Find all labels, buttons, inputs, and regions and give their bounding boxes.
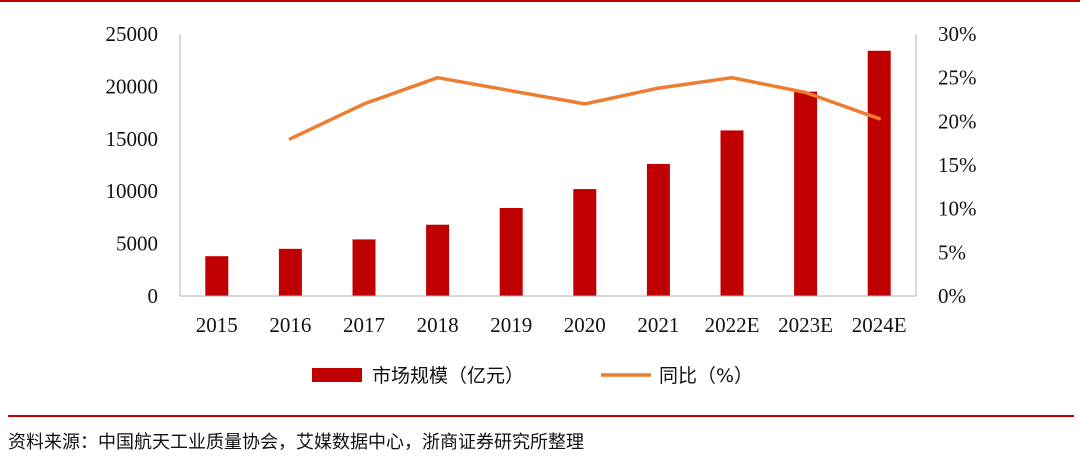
y-right-tick-label: 10% [938,197,977,221]
x-tick-label: 2018 [417,313,459,337]
x-tick-label: 2024E [852,313,907,337]
x-tick-label: 2019 [490,313,532,337]
legend-label-yoy: 同比（%） [659,365,753,387]
y-left-tick-label: 5000 [116,232,158,256]
y-left-tick-label: 20000 [106,74,159,98]
bar-market-size [573,189,597,296]
chart: 0 5000 10000 15000 20000 25000 0% 5% 10% 15% 20% 2… [106,22,977,387]
x-tick-label: 2015 [196,313,238,337]
x-tick-label: 2023E [778,313,833,337]
x-tick-label: 2016 [269,313,311,337]
source-divider [8,415,1074,417]
y-right-tick-labels: 0% 5% 10% 15% 20% 25% 30% [938,22,977,308]
x-tick-label: 2017 [343,313,385,337]
bars-group [205,50,891,296]
series-line-yoy [288,75,881,141]
y-right-tick-label: 15% [938,153,977,177]
y-left-tick-labels: 0 5000 10000 15000 20000 25000 [106,22,159,308]
source-note: 资料来源：中国航天工业质量协会，艾媒数据中心，浙商证券研究所整理 [8,432,584,453]
plot-area [205,50,891,296]
bar-market-size [646,163,670,296]
x-tick-label: 2020 [564,313,606,337]
bar-market-size [867,50,891,296]
bar-market-size [205,256,229,296]
axes: 0 5000 10000 15000 20000 25000 0% 5% 10% 15% 20% 2… [106,22,977,337]
bar-market-size [720,130,744,296]
y-left-tick-label: 15000 [106,127,159,151]
y-right-tick-label: 5% [938,240,966,264]
legend: 市场规模（亿元） 同比（%） [312,365,753,387]
y-right-tick-label: 30% [938,22,977,46]
bar-market-size [278,248,302,296]
legend-swatch-market-size [312,368,362,382]
x-tick-label: 2022E [705,313,760,337]
x-tick-label: 2021 [637,313,679,337]
y-left-tick-label: 0 [148,284,159,308]
y-left-tick-label: 10000 [106,179,159,203]
bar-market-size [352,239,376,296]
top-rule [0,0,1080,2]
x-tick-labels: 2015 2016 2017 2018 2019 2020 2021 2022E 2023E 20… [196,313,907,337]
y-left-tick-label: 25000 [106,22,159,46]
bar-market-size [499,207,523,296]
legend-label-market-size: 市场规模（亿元） [372,365,524,387]
bar-market-size [426,224,450,296]
y-right-tick-label: 25% [938,66,977,90]
y-right-tick-label: 0% [938,284,966,308]
y-right-tick-label: 20% [938,109,977,133]
bar-market-size [794,91,818,296]
